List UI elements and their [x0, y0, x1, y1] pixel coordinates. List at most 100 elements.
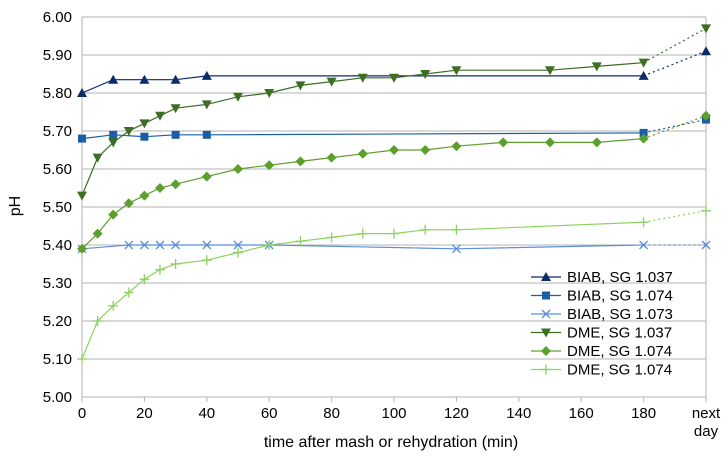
y-tick-label-0: 5.00: [43, 389, 72, 406]
legend-marker: [541, 328, 551, 338]
series-next-day-line-1: [643, 119, 707, 134]
legend-label: DME, SG 1.037: [567, 325, 672, 342]
data-point: [170, 179, 181, 190]
x-tick-label-6: 120: [444, 405, 469, 422]
data-point-next-day: [701, 240, 711, 250]
data-point: [389, 73, 399, 83]
data-point: [108, 300, 119, 311]
data-point: [326, 152, 337, 163]
data-point: [451, 224, 462, 235]
x-tick-label-1: 20: [136, 405, 153, 422]
x-tick-labels: 0 20 40 60 80 100 120 140 160 180 next day: [78, 405, 721, 440]
legend-label: DME, SG 1.074: [567, 343, 672, 360]
data-point-next-day: [701, 110, 711, 121]
data-point: [591, 137, 602, 148]
data-point: [155, 111, 165, 121]
y-tick-label-5: 5.50: [43, 199, 72, 216]
data-point: [201, 171, 212, 182]
data-point: [202, 130, 211, 139]
data-point: [638, 70, 649, 80]
legend-marker: [542, 291, 550, 300]
data-point: [295, 81, 306, 91]
y-tick-labels: 5.00 5.10 5.20 5.30 5.40 5.50 5.60 5.70 5.80 5.90…: [43, 9, 72, 406]
x-tick-label-8: 160: [569, 405, 594, 422]
data-point: [389, 145, 399, 155]
series-1: [78, 115, 710, 143]
x-tick-label-line: day: [694, 423, 719, 440]
series-group: [77, 24, 711, 364]
data-point: [139, 274, 150, 285]
y-tick-label-4: 5.40: [43, 237, 72, 254]
x-tick-label-5: 100: [381, 405, 406, 422]
data-point: [638, 58, 649, 68]
data-point: [155, 183, 165, 193]
data-point-next-day: [701, 205, 711, 216]
legend-label: DME, SG 1.074: [567, 362, 672, 379]
marker-stroke: [701, 240, 711, 250]
data-point: [638, 133, 649, 144]
x-tick-label-4: 80: [323, 405, 340, 422]
data-point: [140, 132, 149, 141]
x-tick-label-line: 160: [569, 405, 594, 422]
data-point-next-day: [701, 46, 711, 56]
legend-item-4: DME, SG 1.074: [531, 343, 672, 360]
series-4: [77, 110, 711, 254]
data-point: [201, 100, 212, 110]
data-point: [639, 240, 649, 250]
x-axis-title: time after mash or rehydration (min): [264, 434, 518, 451]
data-point: [264, 160, 275, 171]
legend-marker: [541, 346, 551, 356]
data-point: [77, 191, 87, 201]
series-line-1: [81, 132, 644, 140]
data-point: [171, 130, 180, 139]
x-tick-label-line: next: [692, 405, 721, 422]
series-next-day-line-5: [643, 210, 707, 223]
legend-label: BIAB, SG 1.037: [567, 269, 673, 286]
data-point: [201, 70, 212, 80]
data-point: [264, 89, 275, 98]
data-point: [123, 198, 134, 209]
x-tick-label-line: 60: [261, 405, 278, 422]
y-axis-title: pH: [7, 196, 24, 216]
legend-marker: [541, 364, 551, 375]
data-point: [92, 316, 103, 326]
y-tick-label-10: 6.00: [43, 9, 72, 26]
x-tick-label-line: 40: [198, 405, 215, 422]
marker-stroke: [202, 240, 212, 250]
series-line-5: [81, 221, 644, 360]
data-point: [201, 255, 212, 266]
data-point: [639, 128, 648, 137]
data-point: [264, 240, 275, 250]
data-point: [638, 217, 649, 228]
data-point: [420, 224, 431, 235]
x-tick-label-2: 40: [198, 405, 215, 422]
data-point: [451, 66, 462, 76]
data-point: [139, 240, 149, 250]
data-point: [545, 137, 555, 148]
data-point: [202, 240, 212, 250]
data-point: [420, 145, 431, 155]
series-next-day-line-3: [643, 27, 707, 64]
x-tick-label-0: 0: [78, 405, 86, 422]
series-line-2: [81, 244, 644, 250]
y-tick-label-8: 5.80: [43, 85, 72, 102]
legend-label: BIAB, SG 1.074: [567, 288, 673, 305]
data-point: [498, 137, 509, 148]
data-point: [171, 240, 181, 250]
data-point: [295, 156, 306, 167]
data-point: [123, 127, 134, 136]
data-point-next-day: [701, 24, 711, 34]
series-3: [77, 24, 711, 201]
legend-item-3: DME, SG 1.037: [531, 325, 672, 342]
x-tick-label-line: 0: [78, 405, 86, 422]
series-5: [77, 205, 711, 364]
legend-item-5: DME, SG 1.074: [531, 362, 672, 379]
data-point: [233, 240, 243, 250]
data-point: [451, 141, 462, 152]
data-point: [420, 70, 431, 79]
data-point: [326, 77, 337, 87]
data-point: [295, 236, 306, 247]
